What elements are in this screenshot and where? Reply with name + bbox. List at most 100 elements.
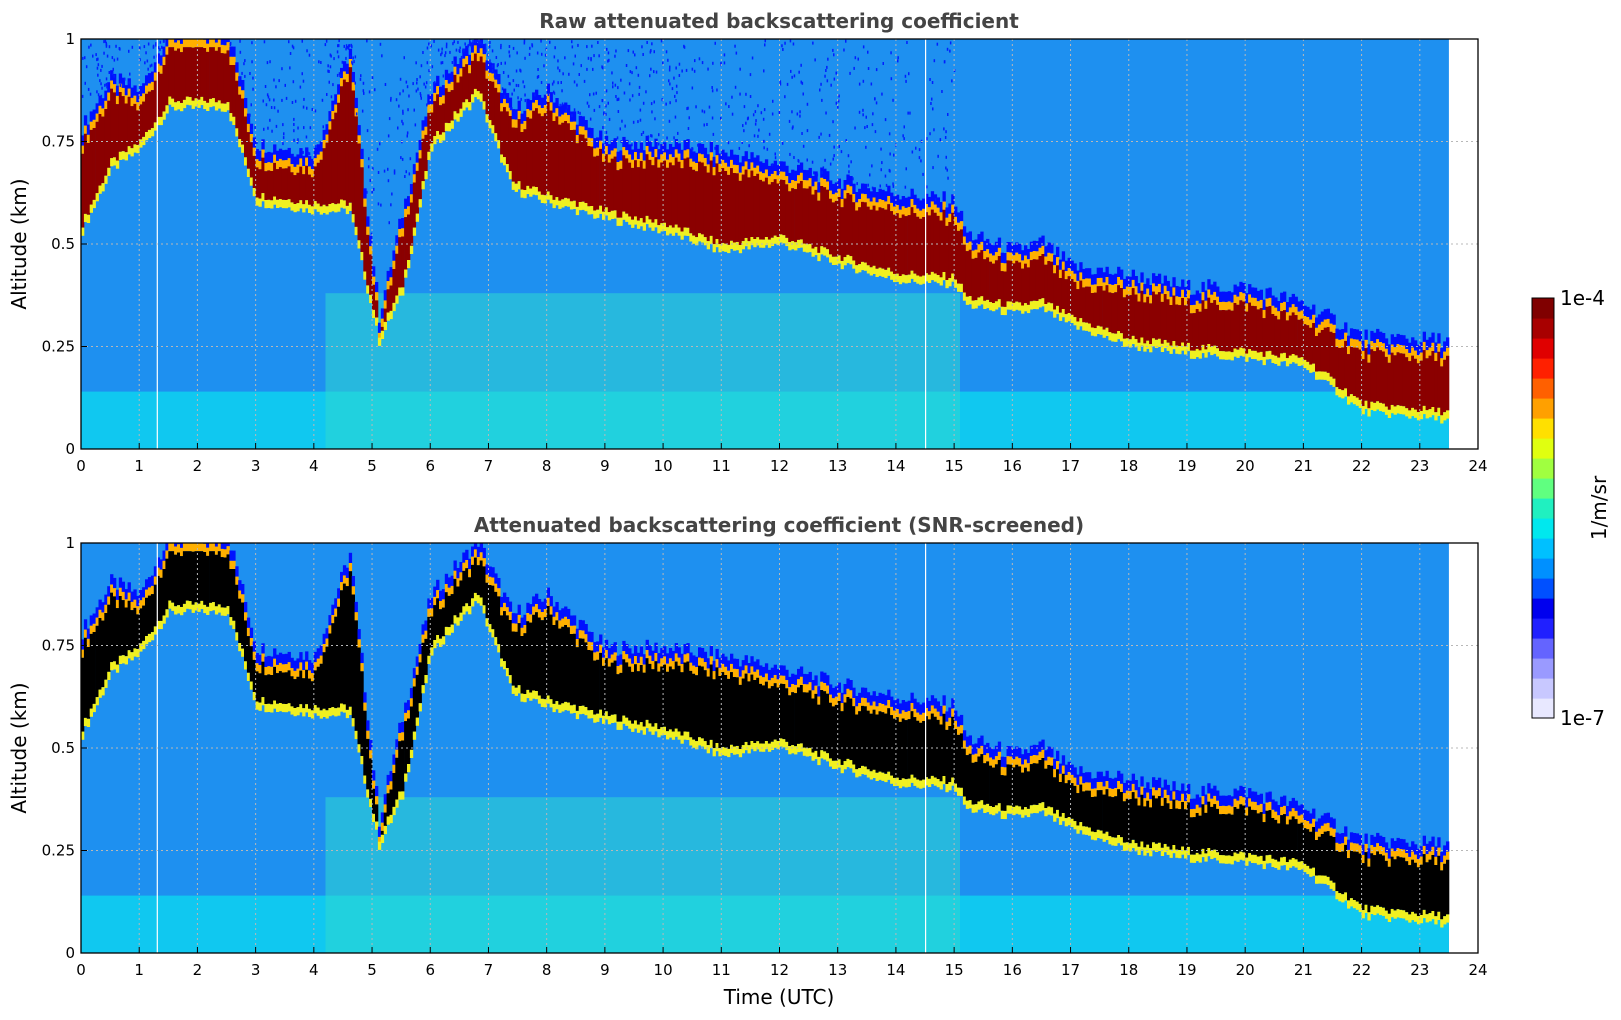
noise-speckle: [639, 118, 642, 122]
cloud-top-fringe: [1288, 801, 1293, 812]
cloud-core: [645, 658, 649, 720]
cloud-transition: [296, 164, 300, 173]
cloud-top-fringe: [1303, 305, 1307, 316]
cloud-base-transition: [174, 102, 178, 111]
cloud-core: [1367, 866, 1371, 913]
cloud-top-fringe: [773, 160, 777, 171]
noise-speckle: [476, 39, 479, 42]
cloud-transition: [505, 103, 510, 112]
cloud-base-transition: [1236, 853, 1240, 862]
cloud-core: [666, 671, 670, 732]
noise-speckle: [153, 55, 155, 59]
cloud-base-transition: [636, 220, 641, 229]
cloud-base-transition: [360, 252, 364, 261]
cloud-top-fringe: [1154, 276, 1159, 287]
cloud-core: [168, 47, 172, 97]
cloud-core: [1187, 298, 1191, 343]
cloud-core: [692, 673, 696, 740]
noise-speckle: [665, 102, 667, 106]
cloud-transition: [383, 300, 387, 309]
cloud-base-transition: [342, 200, 347, 209]
noise-speckle: [103, 40, 105, 44]
colorbar-step: [1532, 658, 1554, 679]
cloud-transition: [468, 569, 472, 578]
cloud-core: [1088, 790, 1092, 828]
cloud-base-transition: [680, 735, 684, 744]
cloud-transition: [732, 164, 737, 173]
noise-speckle: [605, 112, 607, 116]
cloud-transition: [820, 681, 824, 690]
noise-speckle: [908, 72, 910, 76]
cloud-core: [1323, 831, 1327, 876]
noise-speckle: [282, 142, 284, 146]
noise-speckle: [515, 69, 518, 73]
cloud-top-fringe: [392, 250, 396, 261]
cloud-transition: [473, 45, 478, 54]
cloud-top-fringe: [820, 671, 824, 682]
noise-speckle: [819, 88, 821, 92]
cloud-top-fringe: [1422, 835, 1426, 846]
cloud-base-transition: [153, 122, 158, 131]
cloud-base-transition: [1285, 862, 1290, 871]
noise-speckle: [651, 134, 653, 138]
cloud-core: [1169, 809, 1173, 850]
noise-speckle: [100, 68, 102, 72]
cloud-top-fringe: [837, 682, 841, 693]
cloud-base-transition: [430, 143, 434, 152]
cloud-core: [316, 666, 320, 708]
cloud-base-transition: [992, 807, 996, 816]
cloud-top-fringe: [453, 56, 457, 67]
cloud-top-fringe: [695, 656, 699, 668]
cloud-transition: [1207, 289, 1211, 298]
cloud-core: [660, 162, 664, 224]
cloud-core: [1315, 336, 1319, 372]
cloud-top-fringe: [974, 239, 978, 250]
cloud-transition: [834, 192, 839, 201]
cloud-top-fringe: [372, 770, 376, 781]
cloud-core: [494, 591, 498, 638]
cloud-core: [1076, 289, 1080, 322]
cloud-core: [95, 625, 99, 698]
cloud-core: [1268, 306, 1272, 351]
cloud-base-transition: [773, 235, 777, 244]
cloud-core: [1114, 796, 1118, 838]
cloud-base-transition: [1032, 804, 1036, 813]
cloud-base-transition: [866, 265, 871, 274]
cloud-transition: [115, 95, 120, 105]
cloud-core: [287, 166, 291, 200]
cloud-core: [712, 679, 716, 749]
cloud-base-transition: [706, 745, 710, 754]
noise-speckle: [685, 68, 688, 72]
cloud-core: [1382, 855, 1386, 908]
cloud-top-fringe: [462, 48, 466, 59]
cloud-transition: [508, 107, 513, 116]
cloud-top-fringe: [1396, 837, 1400, 849]
cloud-base-transition: [136, 649, 140, 658]
cloud-transition: [212, 39, 216, 48]
cloud-transition: [366, 226, 370, 235]
cloud-transition: [642, 664, 646, 673]
cloud-transition: [101, 612, 105, 621]
cloud-transition: [1029, 755, 1034, 765]
cloud-base-transition: [863, 262, 868, 271]
noise-speckle: [479, 40, 482, 44]
noise-speckle: [406, 134, 408, 138]
cloud-top-fringe: [616, 655, 620, 666]
noise-speckle: [653, 50, 655, 54]
cloud-base-transition: [1347, 900, 1351, 909]
cloud-base-transition: [1283, 856, 1287, 866]
cloud-core: [342, 79, 347, 201]
cloud-core: [1358, 853, 1362, 904]
cloud-core: [485, 78, 489, 115]
cloud-core: [325, 142, 329, 207]
cloud-core: [1236, 808, 1240, 854]
cloud-core: [1213, 300, 1217, 346]
cloud-top-fringe: [310, 662, 315, 674]
noise-speckle: [116, 57, 119, 61]
cloud-transition: [188, 39, 192, 48]
cloud-top-fringe: [287, 147, 291, 159]
cloud-base-transition: [1099, 326, 1103, 335]
cloud-top-fringe: [1000, 252, 1004, 263]
cloud-core: [1076, 793, 1080, 826]
cloud-core: [372, 788, 376, 814]
